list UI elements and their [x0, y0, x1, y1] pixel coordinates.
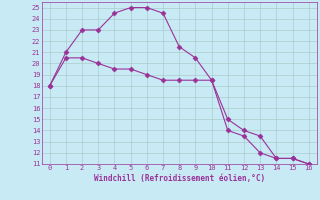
X-axis label: Windchill (Refroidissement éolien,°C): Windchill (Refroidissement éolien,°C): [94, 174, 265, 183]
